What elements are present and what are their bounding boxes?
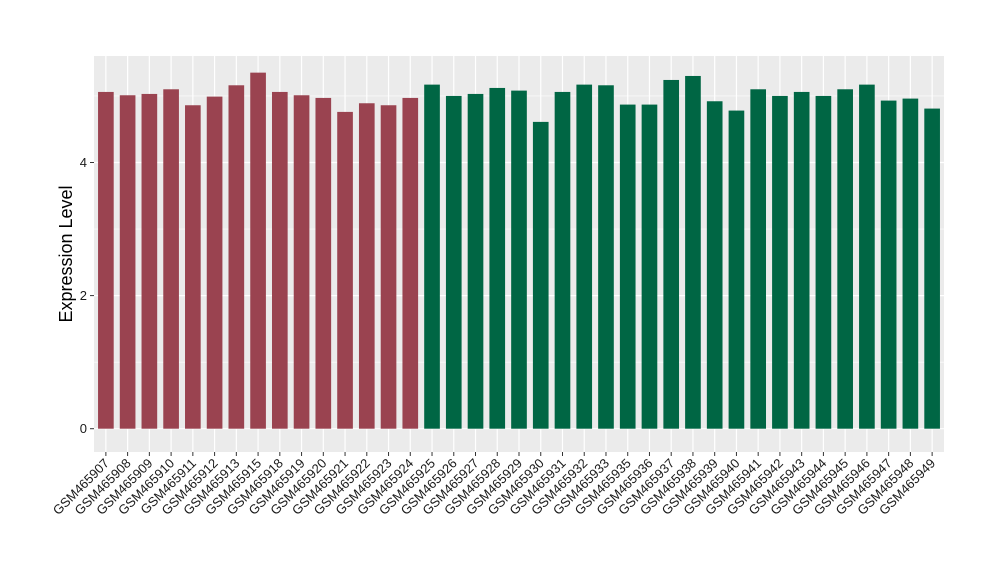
bar-GSM465921 <box>337 111 353 429</box>
bar-GSM465946 <box>859 84 875 429</box>
bar-GSM465928 <box>489 87 506 429</box>
bar-GSM465924 <box>402 97 419 429</box>
bar-GSM465909 <box>141 93 158 429</box>
bar-GSM465931 <box>554 91 571 429</box>
bar-GSM465926 <box>445 95 462 429</box>
bar-GSM465925 <box>424 84 440 429</box>
bar-GSM465944 <box>815 95 832 429</box>
bar-GSM465930 <box>532 121 549 429</box>
bar-GSM465913 <box>228 85 245 429</box>
bar-GSM465949 <box>924 108 940 429</box>
bar-GSM465948 <box>902 98 919 429</box>
bar-GSM465936 <box>641 104 658 429</box>
bar-GSM465922 <box>358 103 375 429</box>
bar-GSM465938 <box>685 75 701 429</box>
bar-GSM465937 <box>663 79 680 429</box>
bar-GSM465929 <box>511 90 527 429</box>
y-axis-label: Expression Level <box>56 185 76 322</box>
bar-GSM465920 <box>315 97 332 429</box>
bar-GSM465933 <box>598 85 614 429</box>
bar-GSM465907 <box>98 91 114 429</box>
bar-GSM465911 <box>185 105 201 429</box>
bar-GSM465942 <box>772 95 788 429</box>
bars <box>98 72 940 429</box>
bar-GSM465919 <box>293 95 310 429</box>
y-tick-label: 0 <box>80 421 87 436</box>
bar-GSM465945 <box>837 89 853 429</box>
bar-GSM465910 <box>163 89 179 429</box>
bar-GSM465941 <box>750 89 767 429</box>
bar-GSM465943 <box>793 91 810 429</box>
x-axis: GSM465907GSM465908GSM465909GSM465910GSM4… <box>50 452 938 518</box>
bar-GSM465927 <box>467 93 484 429</box>
bar-GSM465915 <box>250 72 266 429</box>
y-axis: 0 2 4 <box>80 155 94 436</box>
bar-GSM465923 <box>380 105 397 429</box>
y-tick-label: 4 <box>80 155 87 170</box>
bar-GSM465932 <box>576 84 593 429</box>
bar-GSM465908 <box>119 95 136 429</box>
y-tick-label: 2 <box>80 288 87 303</box>
bar-GSM465912 <box>206 96 223 429</box>
bar-GSM465940 <box>728 110 745 429</box>
bar-GSM465918 <box>271 91 288 429</box>
bar-GSM465947 <box>880 100 897 429</box>
bar-GSM465935 <box>619 104 636 429</box>
bar-GSM465939 <box>706 101 723 429</box>
